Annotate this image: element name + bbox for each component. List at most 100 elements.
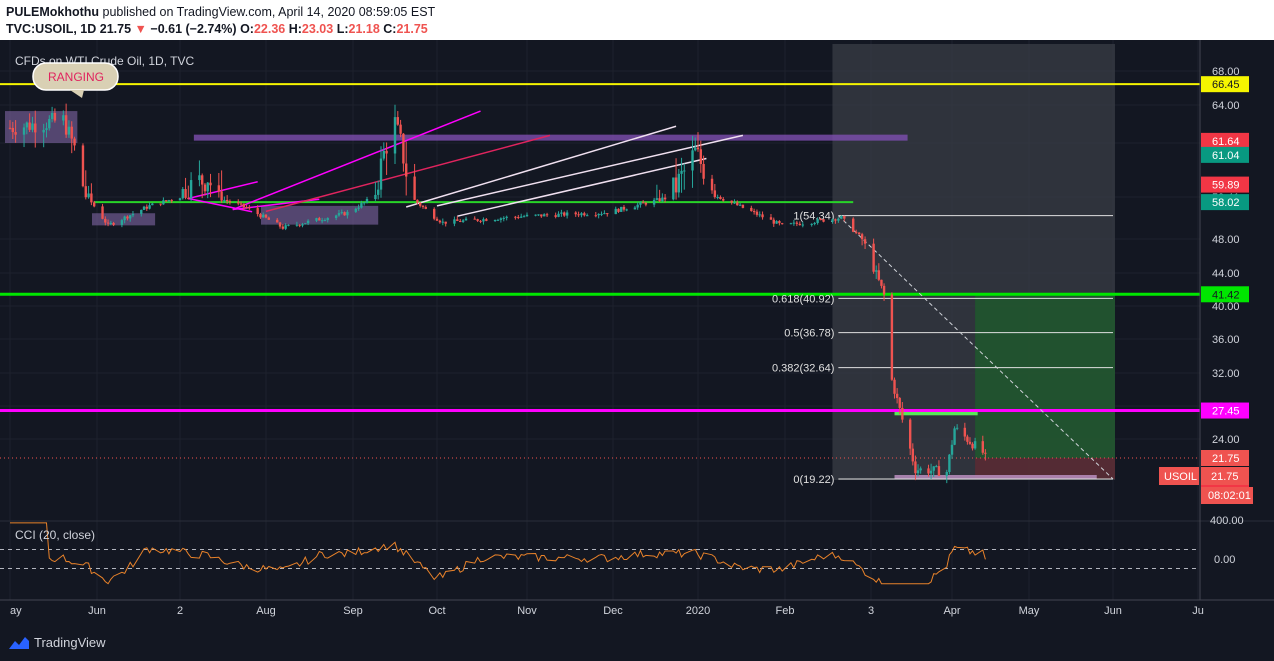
usoil-price-tag: USOIL 21.75 08:02:01 xyxy=(1159,467,1253,504)
tradingview-logo-icon[interactable] xyxy=(8,635,30,651)
candle-body xyxy=(945,471,948,476)
diagonal-trend xyxy=(838,215,1114,480)
footer: TradingView xyxy=(0,627,1274,661)
candle-body xyxy=(953,428,956,445)
change-down-icon: ▼ xyxy=(134,22,147,36)
cci-tick-label: 0.00 xyxy=(1214,554,1235,566)
candle-body xyxy=(315,218,318,221)
time-axis[interactable]: ay Jun 2 Aug Sep Oct Nov Dec 2020 Feb 3 Apr May Jun Ju xyxy=(0,599,1274,617)
price-badge xyxy=(1201,402,1249,419)
candle-body xyxy=(245,207,248,209)
candle-body xyxy=(519,216,523,218)
price-change: −0.61 (−2.74%) xyxy=(150,22,237,36)
candle-body xyxy=(914,461,917,474)
candle-body xyxy=(334,215,338,219)
target-profit-zone xyxy=(975,294,1115,458)
candle-body xyxy=(680,170,683,174)
candle-body xyxy=(424,206,427,209)
candle-body xyxy=(560,212,563,214)
candle-body xyxy=(87,193,90,198)
price-badge-label: 61.64 xyxy=(1212,136,1240,148)
candle-body xyxy=(600,213,603,215)
ohlc-line: TVC:USOIL, 1D 21.75 ▼ −0.61 (−2.74%) O:2… xyxy=(6,22,428,36)
ranging-callout[interactable]: RANGING xyxy=(32,62,119,98)
candle-body xyxy=(594,215,597,217)
candle-body xyxy=(8,127,12,129)
candle-body xyxy=(895,393,899,398)
candle-body xyxy=(677,173,681,193)
time-tick-label: Aug xyxy=(256,605,276,617)
candle-body xyxy=(738,204,742,206)
candle-body xyxy=(262,214,265,218)
price-tick-label: 32.00 xyxy=(1212,368,1240,380)
candle-body xyxy=(741,204,745,208)
candle-body xyxy=(755,211,759,215)
candle-body xyxy=(461,220,465,222)
candle-body xyxy=(42,129,45,133)
price-badge-label: 61.04 xyxy=(1212,150,1240,162)
candle-body xyxy=(860,234,864,240)
candle-body xyxy=(672,177,675,200)
candle-body xyxy=(90,193,93,203)
horizontal-levels xyxy=(0,83,1200,459)
price-badge-label: 41.42 xyxy=(1212,289,1240,301)
price-badge xyxy=(1201,76,1249,93)
candle-body xyxy=(834,219,837,221)
tradingview-brand[interactable]: TradingView xyxy=(34,635,106,650)
candle-body xyxy=(198,175,201,181)
candle-body xyxy=(574,212,577,215)
candle-body xyxy=(617,208,620,212)
candle-body xyxy=(228,201,232,203)
candle-body xyxy=(935,466,938,468)
candle-body xyxy=(854,231,858,233)
usoil-value-tag: 21.75 xyxy=(1211,471,1239,483)
candle-body xyxy=(104,218,107,223)
cci-label[interactable]: CCI (20, close) xyxy=(15,528,95,542)
resistance-band xyxy=(193,134,908,141)
chart-area[interactable]: 1(54.34) 0.618(40.92) 0.5(36.78) 0.382(32.6… xyxy=(0,40,1274,627)
trend-line xyxy=(436,134,744,207)
candle-body xyxy=(950,444,954,455)
candle-body xyxy=(819,219,822,221)
candle-body xyxy=(877,270,881,280)
candle-body xyxy=(393,117,397,154)
candle-body xyxy=(966,436,969,442)
candle-body xyxy=(101,206,104,219)
author-name[interactable]: PULEMokhothu xyxy=(6,5,100,19)
candle-body xyxy=(304,223,307,225)
cci-pane xyxy=(0,520,1274,585)
range-box xyxy=(261,205,379,225)
candle-body xyxy=(203,184,207,192)
low-value: 21.18 xyxy=(348,22,380,36)
candle-body xyxy=(28,122,31,130)
low-label: L: xyxy=(336,22,349,36)
candle-body xyxy=(184,189,187,198)
candle-body xyxy=(140,209,143,214)
candle-body xyxy=(301,224,304,226)
candle-body xyxy=(396,117,399,125)
candle-body xyxy=(360,203,363,208)
candle-body xyxy=(908,419,912,449)
price-badge-label: 66.45 xyxy=(1212,79,1240,91)
candle-body xyxy=(170,200,173,202)
time-tick-label: Sep xyxy=(343,605,363,617)
candle-body xyxy=(761,214,764,218)
candle-body xyxy=(614,208,617,215)
candle-body xyxy=(126,216,129,219)
time-tick-label: Nov xyxy=(517,605,537,617)
candle-body xyxy=(699,149,703,164)
candle-body xyxy=(792,222,796,224)
price-tick-label: 40.00 xyxy=(1212,301,1240,313)
candle-body xyxy=(379,158,383,190)
candle-body xyxy=(683,170,686,172)
candle-body xyxy=(565,212,569,216)
candle-body xyxy=(482,219,485,222)
candle-body xyxy=(880,279,883,286)
candle-body xyxy=(31,123,34,130)
candle-body xyxy=(691,150,694,171)
price-badge-label: 59.89 xyxy=(1212,180,1240,192)
symbol-label: TVC:USOIL, 1D xyxy=(6,22,97,36)
trend-line xyxy=(188,197,253,213)
fibonacci-levels: 1(54.34) 0.618(40.92) 0.5(36.78) 0.382(32.6… xyxy=(772,211,1114,486)
candle-body xyxy=(181,189,184,199)
